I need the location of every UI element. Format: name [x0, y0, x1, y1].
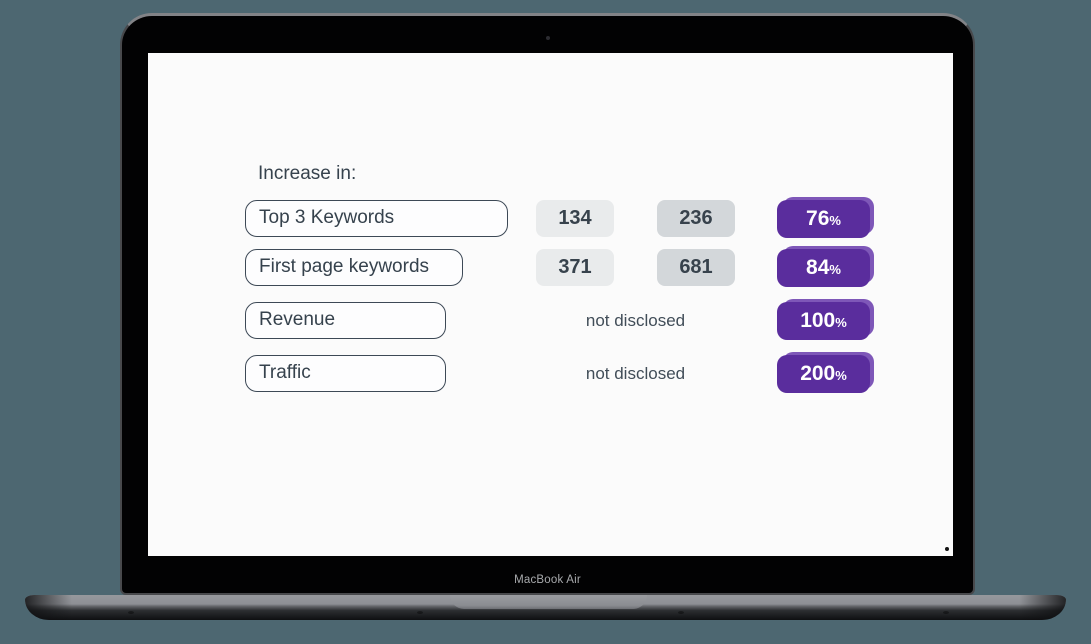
laptop-base [25, 595, 1066, 620]
not-disclosed-note: not disclosed [585, 311, 686, 330]
increase-badge: 84% [777, 246, 874, 287]
increase-in-heading: Increase in: [258, 163, 357, 184]
badge-value: 84% [777, 249, 870, 287]
percent-sign: % [829, 213, 841, 228]
value-before: 134 [536, 200, 614, 237]
increase-badge: 200% [777, 352, 874, 393]
stats-row-top-3-keywords: Top 3 Keywords 134 236 76% [148, 197, 953, 238]
stats-row-traffic: Traffic not disclosed 200% [148, 352, 953, 393]
webcam-dot [545, 36, 550, 40]
increase-badge: 76% [777, 197, 874, 238]
rubber-foot [417, 611, 423, 614]
increase-badge: 100% [777, 299, 874, 340]
stats-row-first-page-keywords: First page keywords 371 681 84% [148, 246, 953, 287]
lid-notch [449, 595, 647, 609]
value-after: 236 [657, 200, 735, 237]
metric-label-top-3-keywords: Top 3 Keywords [245, 200, 508, 237]
metric-label-revenue: Revenue [245, 302, 446, 339]
screen-corner-dot [945, 547, 949, 551]
stats-row-revenue: Revenue not disclosed 100% [148, 299, 953, 340]
percent-sign: % [835, 315, 847, 330]
macbook-air-label: MacBook Air [514, 574, 581, 586]
badge-value: 100% [777, 302, 870, 340]
percent-sign: % [829, 262, 841, 277]
value-after: 681 [657, 249, 735, 286]
badge-value: 200% [777, 355, 870, 393]
rubber-foot [678, 611, 684, 614]
badge-value: 76% [777, 200, 870, 238]
not-disclosed-note: not disclosed [585, 364, 686, 383]
metric-label-traffic: Traffic [245, 355, 446, 392]
value-before: 371 [536, 249, 614, 286]
rubber-foot [943, 611, 949, 614]
laptop-lid: Increase in: Top 3 Keywords 134 236 76% … [120, 13, 975, 595]
rubber-foot [128, 611, 134, 614]
percent-sign: % [835, 368, 847, 383]
laptop-screen: Increase in: Top 3 Keywords 134 236 76% … [148, 53, 953, 556]
metric-label-first-page-keywords: First page keywords [245, 249, 463, 286]
